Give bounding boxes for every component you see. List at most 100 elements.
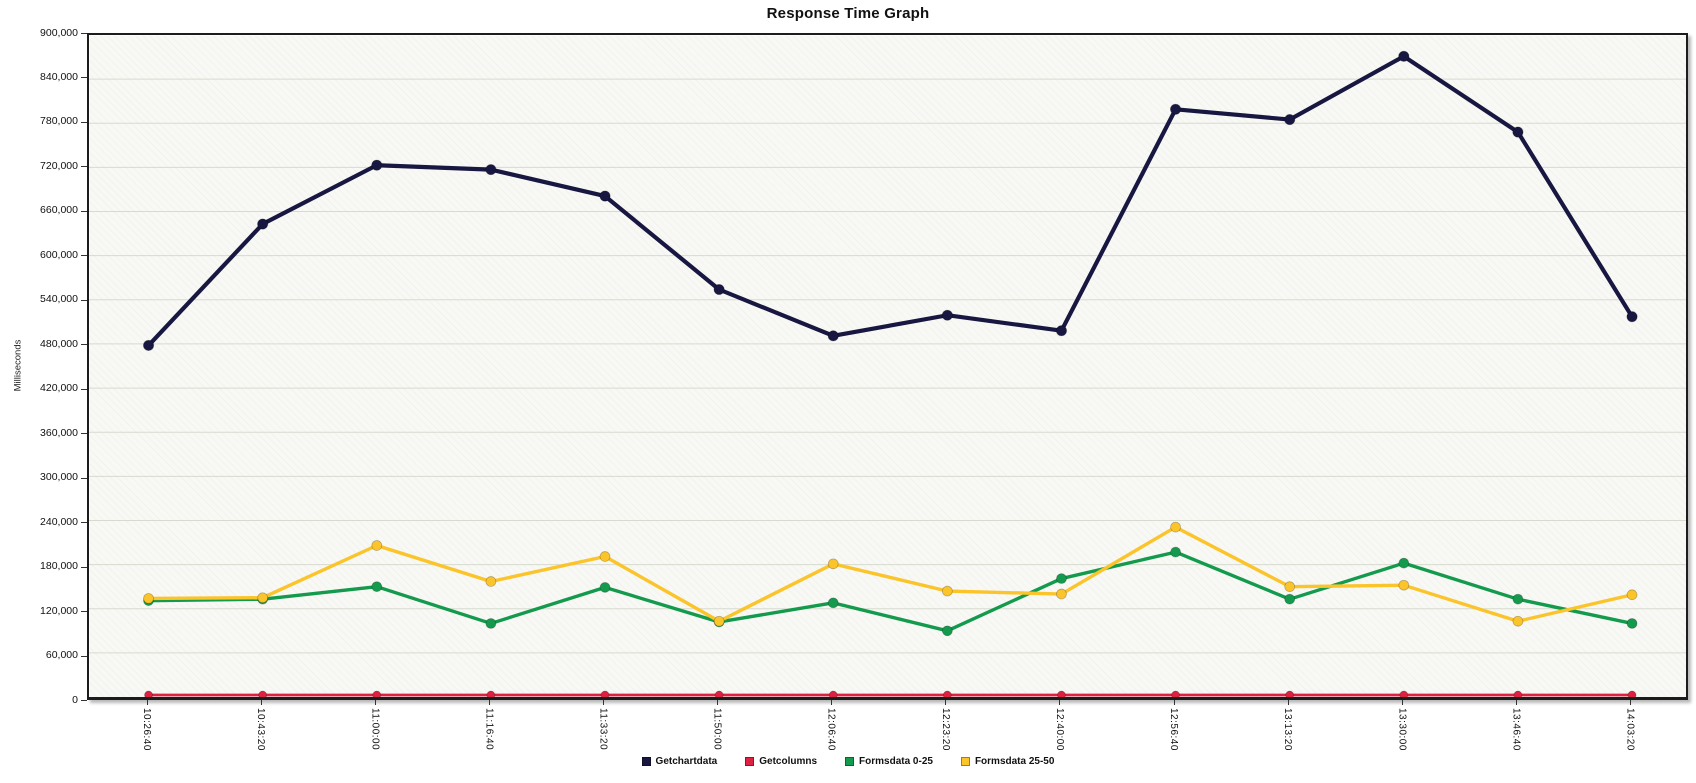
legend-marker [960,757,970,766]
data-point [143,593,154,604]
data-point [1398,50,1410,62]
data-point [1170,521,1181,533]
data-point [257,218,269,230]
x-tick-mark [146,700,148,705]
y-tick-label: 300,000 [40,471,78,484]
y-tick-label: 420,000 [40,382,78,395]
chart-title: Response Time Graph [766,5,930,22]
x-tick-label: 12:06:40 [825,708,837,751]
data-point [1512,593,1524,605]
data-point [599,582,611,593]
legend-marker [641,757,651,766]
data-point [371,540,383,551]
y-tick-mark [81,700,87,701]
x-tick-mark [260,700,262,705]
legend-marker [845,757,855,766]
y-tick-mark [81,522,87,524]
data-point [1398,579,1410,591]
data-point [257,592,269,604]
series-line-getchartdata [146,54,1635,348]
data-point [485,576,497,587]
data-point [1055,325,1068,337]
y-axis-title: Milliseconds [12,339,24,392]
data-point [1513,690,1523,697]
data-point [371,159,383,171]
x-tick-label: 13:13:20 [1282,708,1294,751]
data-point [1056,588,1067,600]
x-tick-mark [1059,700,1061,705]
y-tick-mark [81,477,87,479]
x-tick-label: 12:40:00 [1053,708,1065,751]
data-point [1512,126,1524,138]
y-tick-mark [81,77,87,79]
y-tick-mark [81,210,87,212]
y-tick-mark [81,388,87,390]
y-tick-label: 900,000 [40,26,78,39]
y-tick-mark [81,655,87,657]
data-point [1627,690,1637,697]
legend-label: Formsdata 25-50 [974,756,1055,767]
x-tick-mark [603,700,604,705]
x-tick-mark [374,700,376,705]
x-tick-label: 14:03:20 [1624,708,1636,751]
data-point [941,309,953,321]
data-point [1626,618,1638,629]
x-tick-mark [945,700,947,705]
series-line-formsdata-25-50 [146,525,1634,623]
x-tick-mark [717,700,719,705]
y-tick-label: 360,000 [40,426,78,439]
y-tick-label: 540,000 [40,293,78,306]
legend-label: Formsdata 0-25 [859,756,933,767]
data-point [1057,690,1066,697]
x-tick-label: 10:43:20 [255,708,267,751]
data-point [142,339,155,351]
y-tick-label: 0 [72,693,78,706]
y-tick-mark [81,121,87,123]
data-point [1056,573,1067,584]
data-point [258,690,268,697]
legend-label: Getchartdata [655,756,718,767]
data-point [1399,690,1409,697]
x-tick-mark [1173,700,1175,705]
data-point [599,551,611,562]
y-tick-mark [81,166,87,168]
x-tick-mark [1515,700,1517,705]
y-tick-mark [81,344,87,346]
x-tick-label: 11:00:00 [369,708,381,751]
legend-item: Formsdata 25-50 [960,756,1055,767]
y-tick-label: 660,000 [40,204,78,217]
data-point [1284,593,1296,605]
data-point [600,690,610,697]
data-point [1626,589,1638,601]
data-point [485,618,497,629]
data-point [941,585,953,597]
data-point [1284,114,1296,126]
data-point [1512,615,1524,627]
y-tick-mark [81,299,87,301]
data-point [372,690,382,697]
legend-item: Formsdata 0-25 [845,756,933,767]
data-point [485,164,497,176]
x-tick-mark [831,700,833,705]
y-tick-label: 720,000 [40,159,78,172]
y-tick-label: 60,000 [45,649,78,662]
y-tick-mark [81,433,87,435]
y-tick-mark [81,566,87,568]
series-line-formsdata-0-25 [146,550,1634,633]
data-point [371,581,383,593]
data-point [1284,581,1296,593]
legend-label: Getcolumns [759,756,818,767]
y-tick-mark [81,33,87,34]
data-point [713,283,725,296]
plot-area [87,33,1688,700]
x-tick-label: 13:30:00 [1396,708,1408,751]
legend: Getchartdata Getcolumns Formsdata 0-25 Form… [0,756,1696,767]
data-point [827,330,839,342]
data-point [828,690,838,697]
y-tick-label: 240,000 [40,515,78,528]
x-tick-label: 12:56:40 [1168,708,1180,751]
chart-svg [89,50,1686,697]
x-tick-label: 11:50:00 [711,708,723,751]
x-tick-label: 13:46:40 [1510,708,1522,751]
